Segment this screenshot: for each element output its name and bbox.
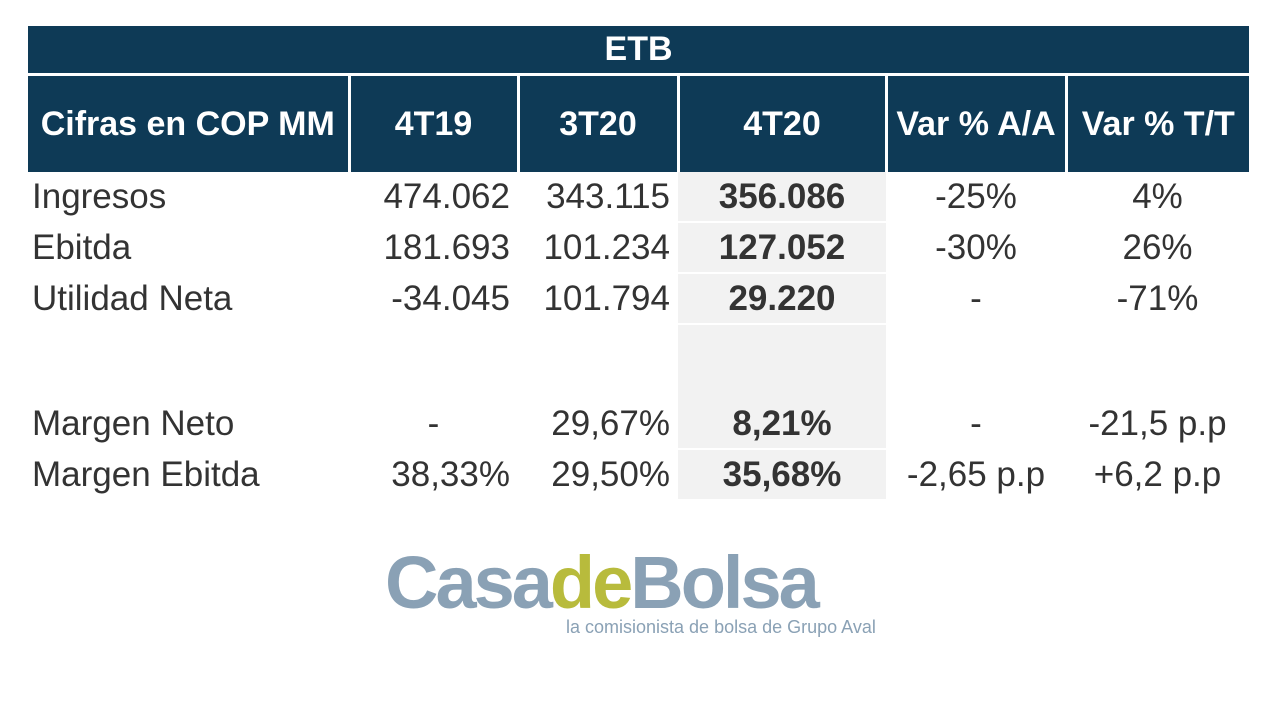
- cell-var-aa: -30%: [935, 227, 1017, 267]
- logo-de: de: [549, 541, 633, 624]
- financial-table: ETB Cifras en COP MM 4T19 3T20 4T20 Var …: [28, 26, 1250, 501]
- cell-var-aa: -25%: [935, 177, 1017, 216]
- cell-var-tt: 4%: [1132, 177, 1183, 216]
- table-header-row: Cifras en COP MM 4T19 3T20 4T20 Var % A/…: [28, 74, 1250, 172]
- row-label: Margen Ebitda: [32, 454, 260, 494]
- row-label: Ingresos: [32, 177, 167, 216]
- cell-4t20: 356.086: [678, 172, 886, 223]
- header-var-tt: Var % T/T: [1064, 74, 1250, 172]
- cell-4t19: 38,33%: [391, 454, 510, 494]
- cell-4t19: 474.062: [383, 177, 510, 216]
- header-var-aa: Var % A/A: [884, 74, 1066, 172]
- logo-casa: Casa: [385, 541, 553, 624]
- row-label: Margen Neto: [32, 404, 235, 443]
- cell-var-tt: -71%: [1116, 278, 1199, 318]
- header-label: Cifras en COP MM: [28, 74, 349, 172]
- table-title-row: ETB: [28, 26, 1250, 76]
- cell-4t20: 8,21%: [678, 399, 886, 450]
- casadebolsa-logo: CasadeBolsa la comisionista de bolsa de …: [385, 546, 876, 638]
- cell-4t20: 35,68%: [678, 449, 886, 501]
- cell-3t20: 29,67%: [551, 404, 670, 443]
- cell-var-tt: +6,2 p.p: [1093, 454, 1222, 494]
- table-row-margen-neto: Margen Neto - 29,67% 8,21% - -21,5 p.p: [28, 399, 1249, 450]
- row-label: Ebitda: [32, 227, 132, 267]
- logo-wordmark: CasadeBolsa: [385, 546, 865, 620]
- table-row-margen-ebitda: Margen Ebitda 38,33% 29,50% 35,68% -2,65…: [28, 449, 1249, 501]
- table-row-utilidad-neta: Utilidad Neta -34.045 101.794 29.220 - -…: [28, 273, 1249, 325]
- cell-3t20: 343.115: [546, 177, 670, 216]
- cell-var-aa: -: [970, 404, 982, 443]
- cell-var-aa: -2,65 p.p: [906, 454, 1046, 494]
- cell-3t20: 101.234: [543, 227, 670, 267]
- cell-var-aa: -: [970, 278, 982, 318]
- header-4t19: 4T19: [347, 74, 518, 172]
- table-row-ingresos: Ingresos 474.062 343.115 356.086 -25% 4%: [28, 172, 1249, 223]
- cell-3t20: 29,50%: [551, 454, 670, 494]
- table-row-ebitda: Ebitda 181.693 101.234 127.052 -30% 26%: [28, 222, 1249, 274]
- cell-4t19: -34.045: [391, 278, 510, 318]
- cell-4t19: -: [427, 404, 440, 443]
- cell-4t19: 181.693: [383, 227, 510, 267]
- row-label: Utilidad Neta: [32, 278, 233, 318]
- cell-3t20: 101.794: [543, 278, 670, 318]
- table-title: ETB: [28, 26, 1250, 76]
- cell-var-tt: 26%: [1122, 227, 1193, 267]
- cell-4t20: 127.052: [678, 222, 886, 274]
- financial-table-container: ETB Cifras en COP MM 4T19 3T20 4T20 Var …: [28, 26, 1250, 501]
- header-3t20: 3T20: [516, 74, 678, 172]
- cell-var-tt: -21,5 p.p: [1088, 404, 1227, 443]
- cell-4t20: 29.220: [678, 273, 886, 325]
- table-spacer-row: [28, 324, 1249, 399]
- header-4t20: 4T20: [676, 74, 886, 172]
- logo-bolsa: Bolsa: [630, 541, 820, 624]
- logo-tagline: la comisionista de bolsa de Grupo Aval: [566, 617, 876, 637]
